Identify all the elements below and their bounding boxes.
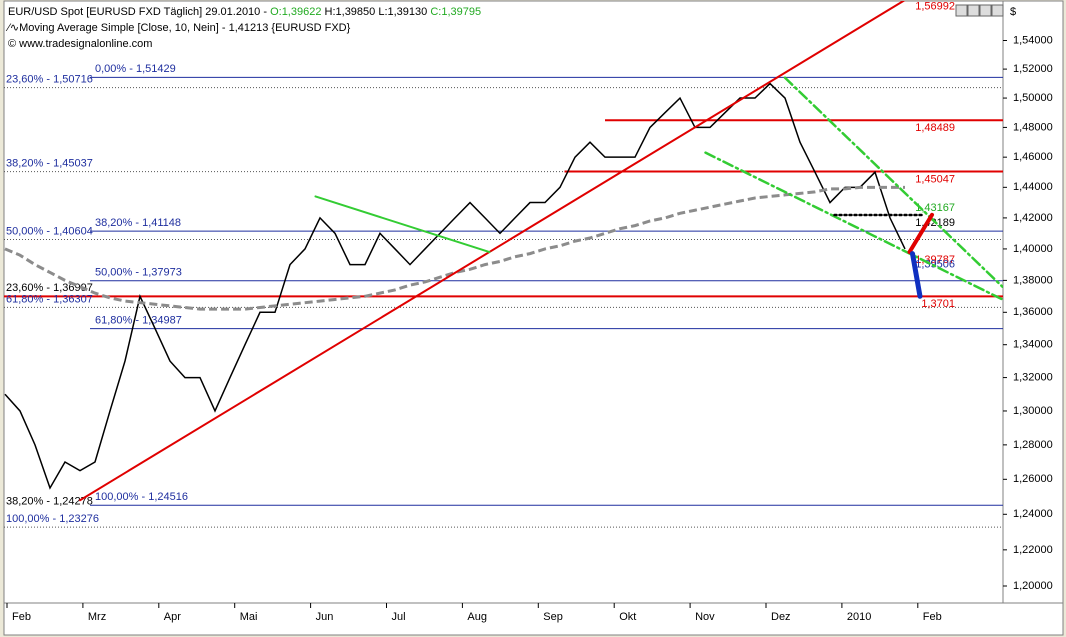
- trendline: [783, 76, 1003, 288]
- trendline: [704, 151, 1003, 301]
- x-tick-label: Apr: [164, 611, 181, 623]
- fib-label: 61,80% - 1,36307: [6, 293, 93, 305]
- time-axis: [3, 602, 1064, 636]
- level-label: 1,45047: [915, 173, 955, 185]
- price-line: [4, 185, 905, 311]
- button-restore[interactable]: [979, 4, 992, 17]
- trendline: [910, 251, 923, 299]
- plot-area: [3, 0, 1004, 604]
- fib-label: 50,00% - 1,37973: [95, 267, 182, 279]
- x-tick-label: Mai: [240, 611, 258, 623]
- y-tick-label: 1,50000: [1013, 92, 1053, 104]
- header: EUR/USD Spot [EURUSD FXD Täglich] 29.01.…: [5, 4, 1016, 50]
- y-tick-label: 1,36000: [1013, 306, 1053, 318]
- y-tick-label: 1,42000: [1013, 212, 1053, 224]
- fib-label: 100,00% - 1,23276: [6, 513, 99, 525]
- trendline: [79, 1, 906, 502]
- price-axis: [1002, 0, 1064, 604]
- y-tick-label: 1,40000: [1013, 243, 1053, 255]
- window-buttons[interactable]: [955, 4, 1004, 17]
- x-tick-label: Jul: [392, 611, 406, 623]
- trendline: [314, 195, 491, 254]
- x-tick-label: Feb: [12, 611, 31, 623]
- x-tick-label: Mrz: [88, 611, 106, 623]
- y-tick-label: 1,34000: [1013, 339, 1053, 351]
- fib-label: 100,00% - 1,24516: [95, 491, 188, 503]
- indicator-text: Moving Average Simple [Close, 10, Nein]: [19, 22, 219, 34]
- fib-label: 61,80% - 1,34987: [95, 315, 182, 327]
- indicator-source: {EURUSD FXD}: [271, 22, 350, 34]
- x-tick-label: Jun: [316, 611, 334, 623]
- x-tick-label: Okt: [619, 611, 636, 623]
- close: C:1,39795: [430, 6, 481, 18]
- x-tick-label: 2010: [847, 611, 871, 623]
- y-tick-label: 1,32000: [1013, 371, 1053, 383]
- x-tick-label: Sep: [543, 611, 563, 623]
- fib-label: 0,00% - 1,51429: [95, 63, 176, 75]
- level-label: 1,43167: [915, 202, 955, 214]
- y-tick-label: 1,44000: [1013, 181, 1053, 193]
- open: O:1,39622: [270, 6, 321, 18]
- symbol: EUR/USD Spot [EURUSD FXD Täglich] 29.01.…: [8, 6, 481, 18]
- fib-label: 38,20% - 1,41148: [95, 217, 181, 229]
- y-tick-label: 1,28000: [1013, 439, 1053, 451]
- level-label: 1,48489: [915, 122, 955, 134]
- indicator-value: 1,41213: [229, 22, 269, 34]
- y-tick-label: 1,54000: [1013, 34, 1053, 46]
- symbol-text: EUR/USD Spot [EURUSD FXD Täglich] 29.01.…: [8, 6, 267, 18]
- y-tick-label: 1,22000: [1013, 544, 1053, 556]
- level-label: 1,56992: [915, 0, 955, 12]
- indicator: ⁄∿Moving Average Simple [Close, 10, Nein…: [5, 22, 351, 34]
- y-tick-label: 1,48000: [1013, 121, 1053, 133]
- y-tick-label: 1,38000: [1013, 274, 1053, 286]
- level-label: 1,39787: [915, 254, 955, 266]
- level-label: 1,3701: [921, 298, 955, 310]
- x-tick-label: Feb: [923, 611, 942, 623]
- y-tick-label: 1,24000: [1013, 508, 1053, 520]
- y-tick-label: 1,52000: [1013, 63, 1053, 75]
- fib-label: 23,60% - 1,50716: [6, 74, 93, 86]
- currency: $: [1010, 6, 1016, 18]
- fib-label: 50,00% - 1,40604: [6, 225, 93, 237]
- y-tick-label: 1,46000: [1013, 151, 1053, 163]
- trendline: [907, 212, 934, 255]
- high-low: H:1,39850 L:1,39130: [325, 6, 428, 18]
- button-right[interactable]: [967, 4, 980, 17]
- x-tick-label: Dez: [771, 611, 791, 623]
- y-tick-label: 1,30000: [1013, 405, 1053, 417]
- fib-label: 38,20% - 1,45037: [6, 158, 93, 170]
- y-tick-label: 1,26000: [1013, 473, 1053, 485]
- x-tick-label: Aug: [467, 611, 487, 623]
- button-left[interactable]: [955, 4, 968, 17]
- button-close[interactable]: [991, 4, 1004, 17]
- fib-label: 38,20% - 1,24278: [6, 495, 93, 507]
- y-tick-label: 1,20000: [1013, 580, 1053, 592]
- x-tick-label: Nov: [695, 611, 715, 623]
- copyright: © www.tradesignalonline.com: [8, 38, 152, 50]
- fib-label: 23,60% - 1,36997: [6, 282, 93, 294]
- price-line: [4, 82, 906, 490]
